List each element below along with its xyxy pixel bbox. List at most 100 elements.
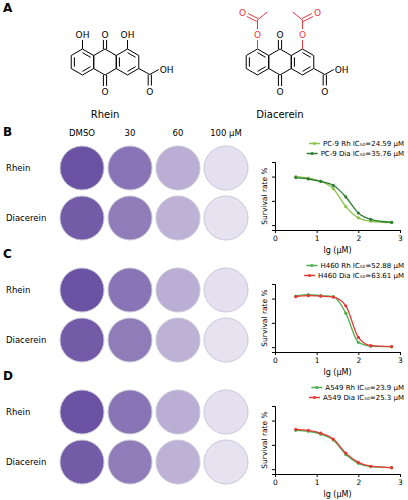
- point: [344, 304, 347, 307]
- bond: [294, 57, 295, 66]
- point: [357, 336, 360, 339]
- tick: [272, 347, 275, 348]
- row-label: Diacerein: [6, 457, 46, 467]
- atom-label: OH: [160, 65, 174, 75]
- ring: [116, 49, 139, 75]
- point: [332, 296, 335, 299]
- structure-name: Diacerein: [256, 109, 303, 120]
- tick-mark: [272, 177, 275, 178]
- tick-mark: [272, 323, 275, 324]
- tick-label: 2: [356, 356, 361, 365]
- plot-area: [294, 293, 393, 348]
- plate: [156, 196, 200, 240]
- atom-label: O: [254, 30, 261, 40]
- plate: [60, 196, 104, 240]
- bond: [257, 40, 258, 49]
- background: [0, 0, 408, 500]
- x-axis: 0123: [273, 474, 403, 487]
- point: [307, 430, 310, 433]
- tick-label: 0: [273, 356, 278, 365]
- legend-entry: A549 Dia IC₅₀=25.3 μM: [323, 394, 404, 402]
- tick-mark: [358, 352, 359, 355]
- panel-label: B: [3, 125, 12, 139]
- point: [390, 345, 393, 348]
- point: [357, 211, 360, 214]
- tick-label: 3: [398, 478, 403, 487]
- legend: PC-9 Rh IC₅₀=24.59 μMPC-9 Dia IC₅₀=35.76…: [307, 140, 404, 158]
- legend-entry: H460 Dia IC₅₀=63.61 μM: [318, 272, 404, 280]
- tick-mark: [317, 230, 318, 233]
- column-label: 60: [173, 128, 184, 138]
- tick-label: 2: [356, 478, 361, 487]
- row-label: Rhein: [6, 285, 30, 295]
- tick-label: 0: [273, 234, 278, 243]
- axis-line: [276, 231, 401, 234]
- tick: [272, 299, 275, 300]
- tick: [272, 469, 275, 470]
- legend-swatch: [309, 143, 320, 145]
- point: [369, 345, 372, 348]
- tick-mark: [317, 474, 318, 477]
- point: [369, 344, 372, 347]
- plate: [108, 318, 152, 362]
- tick: [272, 323, 275, 324]
- point: [390, 221, 393, 224]
- tick-label: 1: [315, 478, 320, 487]
- legend-swatch: [310, 264, 313, 267]
- tick-mark: [272, 201, 275, 202]
- bond: [257, 12, 267, 20]
- tick-label: 3: [398, 234, 403, 243]
- tick: 2: [356, 474, 361, 487]
- atom-label: O: [146, 87, 153, 97]
- bond: [278, 40, 279, 49]
- tick: 3: [398, 474, 403, 487]
- tick-mark: [358, 230, 359, 233]
- plate: [108, 440, 152, 484]
- tick-mark: [272, 347, 275, 348]
- plate: [156, 318, 200, 362]
- legend-swatch: [307, 153, 318, 155]
- ring: [94, 49, 117, 75]
- tick: 0: [273, 230, 278, 243]
- bond: [82, 53, 90, 58]
- plate: [60, 440, 104, 484]
- tick-mark: [272, 225, 275, 226]
- legend-swatch: [311, 152, 314, 155]
- tick: 2: [356, 352, 361, 365]
- plate: [60, 318, 104, 362]
- point: [357, 216, 360, 219]
- column-label: DMSO: [69, 128, 95, 138]
- point: [390, 466, 393, 469]
- plate: [108, 146, 152, 190]
- point: [307, 176, 310, 179]
- point: [307, 294, 310, 297]
- tick: [272, 421, 275, 422]
- plot-area: [294, 428, 393, 470]
- point: [369, 465, 372, 468]
- axis-line: [276, 475, 401, 478]
- tick: 1: [315, 230, 320, 243]
- bond: [302, 14, 312, 19]
- point: [357, 462, 360, 465]
- bond: [314, 69, 325, 75]
- series-line: [296, 295, 392, 347]
- tick: [272, 177, 275, 178]
- legend-swatch: [306, 265, 317, 267]
- tick: [272, 445, 275, 446]
- ring: [246, 49, 269, 75]
- chart: 0123lg (μM)Survival rate %PC-9 Rh IC₅₀=2…: [260, 140, 404, 255]
- x-axis: 0123: [273, 352, 403, 365]
- atom-label: O: [321, 87, 328, 97]
- bond: [302, 40, 303, 49]
- plate: [156, 146, 200, 190]
- legend-entry: A549 Rh IC₅₀=23.9 μM: [325, 384, 404, 392]
- tick-mark: [400, 230, 401, 233]
- legend: A549 Rh IC₅₀=23.9 μM A549 Dia IC₅₀=25.3 μ…: [309, 384, 404, 402]
- tick: 0: [273, 352, 278, 365]
- structure: OOOHOHOOH: [71, 30, 173, 97]
- point: [344, 312, 347, 315]
- bond: [128, 67, 136, 72]
- legend-swatch: [309, 397, 320, 399]
- tick-mark: [272, 445, 275, 446]
- legend-entry: PC-9 Dia IC₅₀=35.76 μM: [321, 150, 404, 158]
